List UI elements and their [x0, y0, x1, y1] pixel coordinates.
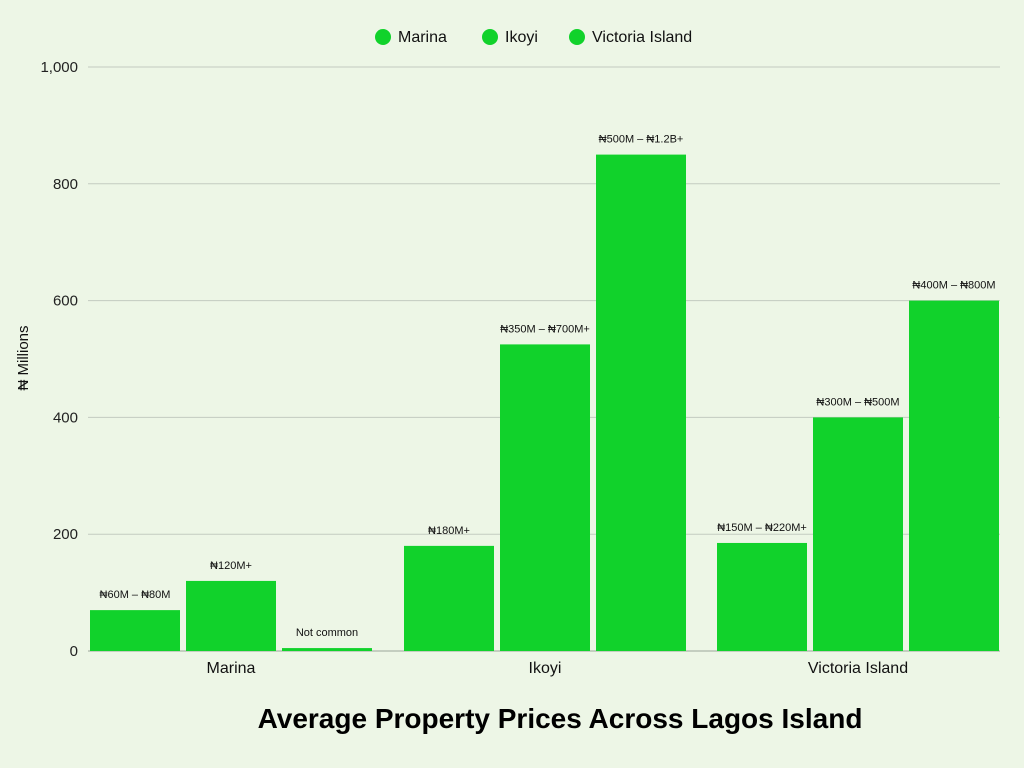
legend-marker — [482, 29, 498, 45]
legend-label: Marina — [398, 29, 447, 46]
y-tick-label: 400 — [53, 409, 78, 426]
legend: Marina Ikoyi Victoria Island — [375, 29, 692, 46]
data-label: ₦400M – ₦800M — [912, 280, 995, 292]
bar-marina-3 — [282, 648, 372, 651]
bar-ikoyi-1 — [404, 545, 494, 651]
data-label: Not common — [296, 627, 358, 639]
x-category-label: Ikoyi — [529, 660, 562, 677]
y-tick-label: 800 — [53, 176, 78, 193]
data-label: ₦180M+ — [428, 525, 470, 537]
x-axis-categories: Marina Ikoyi Victoria Island — [207, 660, 909, 677]
y-tick-label: 200 — [53, 526, 78, 543]
bars — [90, 154, 999, 651]
data-label: ₦500M – ₦1.2B+ — [599, 134, 684, 146]
bar-ikoyi-2 — [500, 344, 590, 651]
bar-victoria-island-3 — [909, 300, 999, 651]
data-label: ₦60M – ₦80M — [100, 589, 171, 601]
legend-label: Ikoyi — [505, 29, 538, 46]
data-label: ₦350M – ₦700M+ — [500, 323, 590, 335]
bar-victoria-island-1 — [717, 542, 807, 651]
data-label: ₦300M – ₦500M — [816, 396, 899, 408]
x-category-label: Marina — [207, 660, 256, 677]
chart-title: Average Property Prices Across Lagos Isl… — [258, 703, 863, 734]
y-tick-label: 0 — [70, 643, 78, 660]
data-label: ₦150M – ₦220M+ — [717, 522, 807, 534]
bar-marina-1 — [90, 610, 180, 651]
data-labels: ₦60M – ₦80M ₦120M+ Not common ₦180M+ ₦350M –… — [100, 134, 996, 639]
bar-victoria-island-2 — [813, 417, 903, 651]
y-axis-label: ₦ Millions — [15, 325, 32, 390]
data-label: ₦120M+ — [210, 560, 252, 572]
y-tick-label: 1,000 — [40, 59, 78, 76]
legend-marker — [375, 29, 391, 45]
legend-marker — [569, 29, 585, 45]
y-tick-label: 600 — [53, 293, 78, 310]
bar-marina-2 — [186, 580, 276, 651]
y-axis-ticks: 0 200 400 600 800 1,000 — [40, 59, 78, 660]
x-category-label: Victoria Island — [808, 660, 908, 677]
legend-label: Victoria Island — [592, 29, 692, 46]
bar-ikoyi-3 — [596, 154, 686, 651]
